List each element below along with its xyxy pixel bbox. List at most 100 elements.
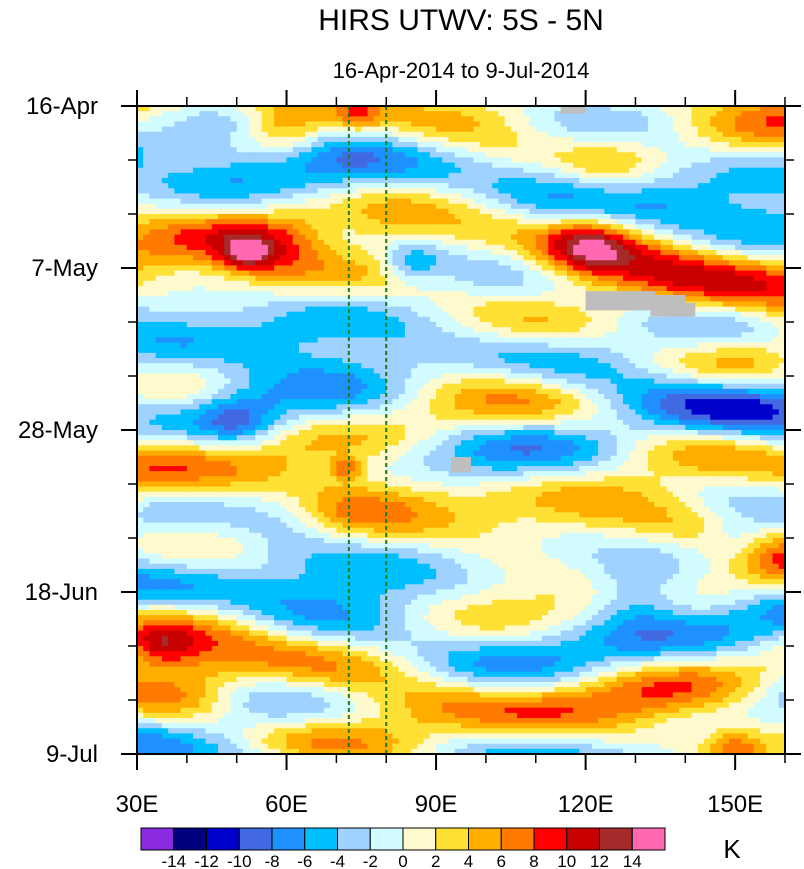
heat-cell xyxy=(554,198,562,205)
heat-cell xyxy=(436,162,443,169)
heat-cell xyxy=(299,291,306,297)
heat-cell xyxy=(635,260,643,267)
heat-cell xyxy=(398,327,406,333)
heat-cell xyxy=(697,255,705,261)
heat-cell xyxy=(261,270,269,277)
heat-cell xyxy=(161,131,169,138)
heat-cell xyxy=(517,136,524,143)
heat-cell xyxy=(660,265,668,272)
heat-cell xyxy=(691,157,699,164)
heat-cell xyxy=(467,332,475,339)
heat-cell xyxy=(523,291,531,297)
heat-cell xyxy=(647,229,655,236)
heat-cell xyxy=(492,121,499,128)
heat-cell xyxy=(498,147,506,153)
heat-cell xyxy=(517,214,524,220)
heat-cell xyxy=(342,229,350,236)
heat-cell xyxy=(778,270,785,277)
heat-cell xyxy=(323,188,331,195)
heat-cell xyxy=(174,337,182,344)
heat-cell xyxy=(299,136,306,143)
heat-cell xyxy=(404,178,412,184)
heat-cell xyxy=(305,255,313,261)
heat-cell xyxy=(423,106,431,112)
heat-cell xyxy=(747,183,755,189)
heat-cell xyxy=(735,183,742,189)
heat-cell xyxy=(317,147,325,153)
heat-cell xyxy=(317,183,325,189)
heat-cell xyxy=(336,167,344,174)
heat-cell xyxy=(747,172,755,179)
heat-cell xyxy=(585,152,593,159)
heat-cell xyxy=(517,311,524,318)
heat-cell xyxy=(380,219,387,225)
heat-cell xyxy=(205,183,213,189)
heat-cell xyxy=(610,116,618,123)
heat-cell xyxy=(635,219,643,225)
heat-cell xyxy=(417,152,425,159)
heat-cell xyxy=(336,260,344,267)
heat-cell xyxy=(647,219,655,225)
heat-cell xyxy=(679,214,686,220)
heat-cell xyxy=(660,208,668,215)
heat-cell xyxy=(747,234,755,241)
heat-cell xyxy=(174,311,182,318)
heat-cell xyxy=(585,214,593,220)
heat-cell xyxy=(735,203,742,210)
heat-cell xyxy=(274,111,281,117)
heat-cell xyxy=(236,260,244,267)
heat-cell xyxy=(523,347,531,354)
heat-cell xyxy=(479,280,487,287)
heat-cell xyxy=(230,198,238,205)
heat-cell xyxy=(454,121,462,128)
heat-cell xyxy=(205,147,213,153)
heat-cell xyxy=(336,270,344,277)
heat-cell xyxy=(704,214,711,220)
heat-cell xyxy=(193,250,200,256)
heat-cell xyxy=(361,178,369,184)
heat-cell xyxy=(635,229,643,236)
heat-cell xyxy=(579,136,587,143)
heat-cell xyxy=(174,116,182,123)
heat-cell xyxy=(280,126,288,133)
heat-cell xyxy=(716,208,724,215)
heat-cell xyxy=(517,322,524,328)
heat-cell xyxy=(299,301,306,308)
heat-cell xyxy=(267,270,275,277)
heat-cell xyxy=(386,229,394,236)
heat-cell xyxy=(566,147,574,153)
heat-cell xyxy=(747,306,755,313)
heat-cell xyxy=(591,111,599,117)
heat-cell xyxy=(747,275,755,282)
heat-cell xyxy=(741,265,749,272)
heat-cell xyxy=(442,121,450,128)
heat-cell xyxy=(716,157,724,164)
heat-cell xyxy=(566,157,574,164)
heat-cell xyxy=(591,208,599,215)
heat-cell xyxy=(367,255,375,261)
heat-cell xyxy=(242,208,250,215)
heat-cell xyxy=(411,229,418,236)
heat-cell xyxy=(373,337,381,344)
heat-cell xyxy=(728,111,736,117)
heat-cell xyxy=(635,208,643,215)
heat-cell xyxy=(380,332,387,339)
heat-cell xyxy=(149,131,157,138)
heat-cell xyxy=(261,332,269,339)
heat-cell xyxy=(548,250,556,256)
heat-cell xyxy=(704,131,711,138)
heat-cell xyxy=(404,167,412,174)
heat-cell xyxy=(274,311,281,318)
heat-cell xyxy=(423,306,431,313)
heat-cell xyxy=(591,280,599,287)
heat-cell xyxy=(741,136,749,143)
heat-cell xyxy=(242,172,250,179)
heat-cell xyxy=(448,162,456,169)
heat-cell xyxy=(660,280,668,287)
heat-cell xyxy=(255,224,263,231)
heat-cell xyxy=(747,208,755,215)
heat-cell xyxy=(760,147,767,153)
heat-cell xyxy=(660,291,668,297)
heat-cell xyxy=(342,214,350,220)
heat-cell xyxy=(186,219,194,225)
